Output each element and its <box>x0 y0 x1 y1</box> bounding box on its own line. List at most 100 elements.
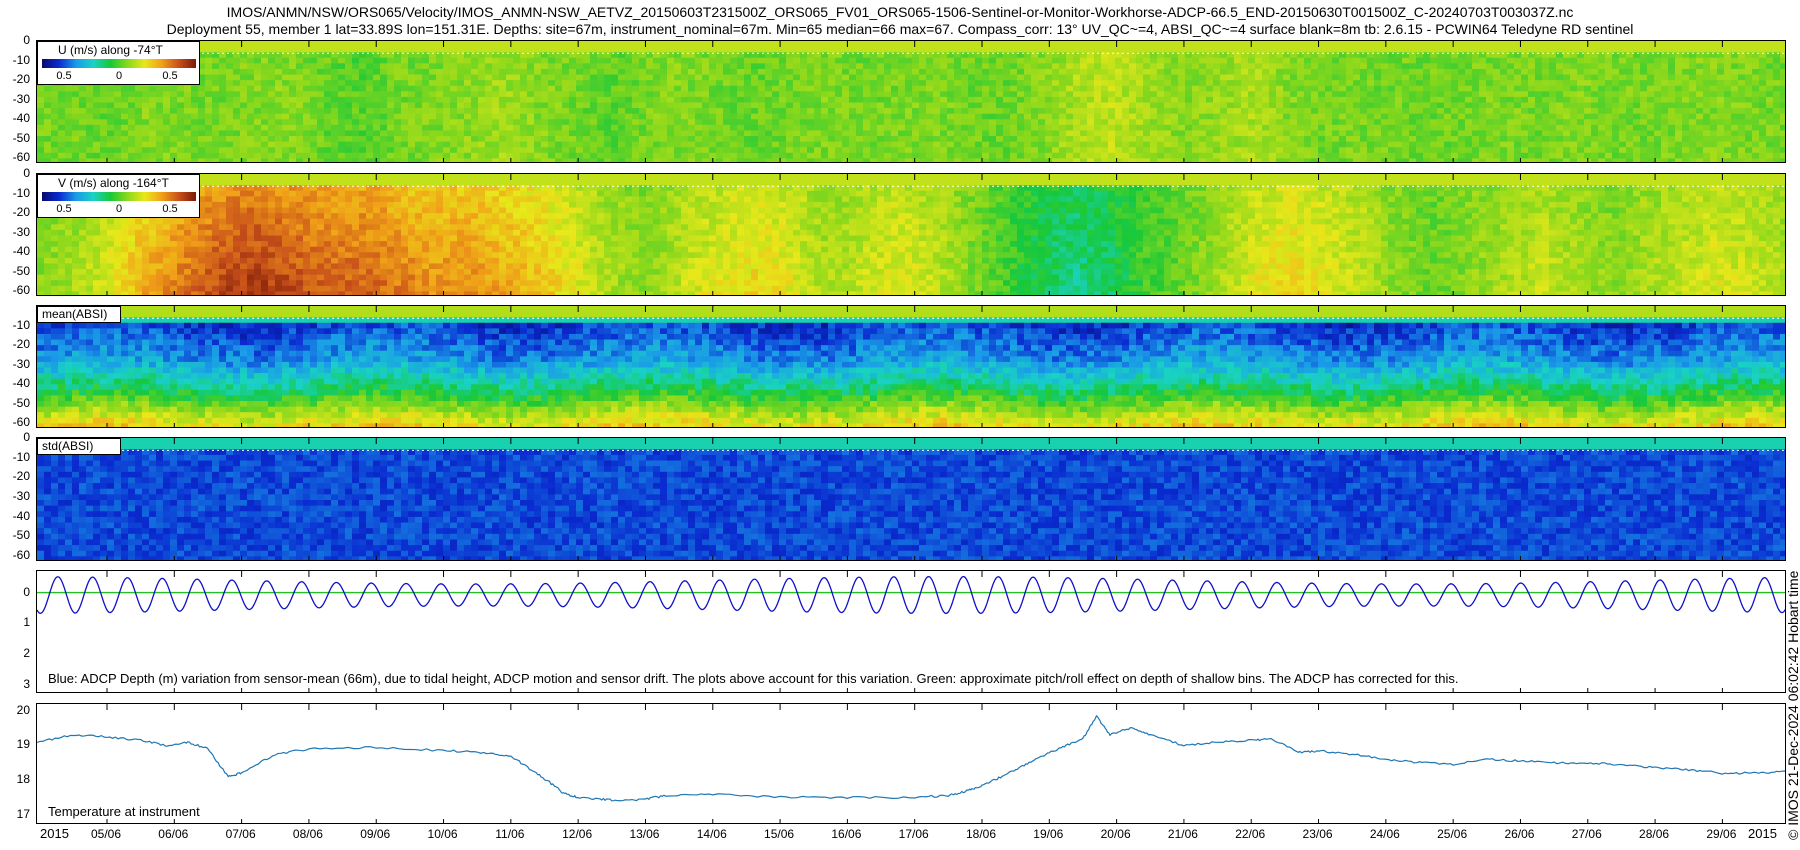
u-heatmap-cell <box>1500 113 1508 120</box>
u-heatmap-cell <box>737 130 745 137</box>
u-heatmap-cell <box>1087 80 1095 87</box>
u-heatmap-cell <box>422 91 430 98</box>
u-heatmap-cell <box>527 52 535 59</box>
u-heatmap-cell <box>1241 102 1249 109</box>
u-heatmap-cell <box>1010 74 1018 81</box>
u-heatmap-cell <box>919 124 927 132</box>
u-heatmap-cell <box>765 80 773 87</box>
u-heatmap-cell <box>1556 68 1564 76</box>
u-heatmap-cell <box>170 102 178 109</box>
u-heatmap-cell <box>618 63 626 70</box>
u-heatmap-cell <box>1101 68 1109 76</box>
u-heatmap-cell <box>205 124 213 132</box>
u-heatmap-cell <box>1598 158 1606 162</box>
u-heatmap-cell <box>597 113 605 120</box>
u-heatmap-cell <box>170 113 178 120</box>
u-heatmap-cell <box>1304 74 1312 81</box>
u-heatmap-cell <box>1556 124 1564 132</box>
u-heatmap-cell <box>1241 108 1249 115</box>
u-heatmap-cell <box>310 52 318 59</box>
u-heatmap-cell <box>464 102 472 109</box>
u-heatmap-cell <box>1542 124 1550 132</box>
u-heatmap-cell <box>884 46 892 53</box>
u-heatmap-cell <box>1549 74 1557 81</box>
u-heatmap-cell <box>261 108 269 115</box>
u-heatmap-cell <box>254 147 262 154</box>
u-heatmap-cell <box>632 80 640 87</box>
u-heatmap-cell <box>422 57 430 64</box>
u-heatmap-cell <box>716 85 724 92</box>
u-heatmap-cell <box>142 113 150 120</box>
u-heatmap-cell <box>1290 124 1298 132</box>
u-heatmap-cell <box>1360 68 1368 76</box>
u-heatmap-cell <box>1332 52 1340 59</box>
u-heatmap-cell <box>597 158 605 162</box>
u-heatmap-cell <box>590 52 598 59</box>
u-heatmap-cell <box>352 52 360 59</box>
u-heatmap-cell <box>548 124 556 132</box>
u-heatmap-cell <box>1339 57 1347 64</box>
u-heatmap-cell <box>226 108 234 115</box>
u-heatmap-cell <box>443 130 451 137</box>
u-heatmap-cell <box>1437 130 1445 137</box>
u-heatmap-cell <box>1360 113 1368 120</box>
u-heatmap-cell <box>1031 113 1039 120</box>
u-heatmap-cell <box>1619 85 1627 92</box>
u-heatmap-cell <box>1346 52 1354 59</box>
u-heatmap-cell <box>492 80 500 87</box>
u-heatmap-cell <box>562 141 570 148</box>
u-heatmap-cell <box>1535 130 1543 137</box>
u-heatmap-cell <box>709 52 717 59</box>
u-heatmap-cell <box>1507 147 1515 154</box>
u-heatmap-cell <box>884 91 892 98</box>
u-heatmap-cell <box>296 152 304 160</box>
u-heatmap-cell <box>1423 41 1431 48</box>
u-heatmap-cell <box>163 141 171 148</box>
u-heatmap-cell <box>1199 108 1207 115</box>
u-heatmap-cell <box>296 52 304 59</box>
u-heatmap-cell <box>618 85 626 92</box>
u-heatmap-cell <box>863 152 871 160</box>
u-heatmap-cell <box>632 108 640 115</box>
u-heatmap-cell <box>261 158 269 162</box>
u-heatmap-cell <box>989 91 997 98</box>
u-heatmap-cell <box>1612 152 1620 160</box>
u-heatmap-cell <box>380 102 388 109</box>
u-heatmap-cell <box>1514 96 1522 104</box>
u-heatmap-cell <box>1136 68 1144 76</box>
u-heatmap-cell <box>296 68 304 76</box>
u-heatmap-cell <box>1150 57 1158 64</box>
u-heatmap-cell <box>898 158 906 162</box>
u-heatmap-cell <box>303 91 311 98</box>
u-heatmap-cell <box>933 124 941 132</box>
u-heatmap-cell <box>1262 91 1270 98</box>
u-heatmap-cell <box>835 63 843 70</box>
u-heatmap-cell <box>1458 158 1466 162</box>
u-heatmap-cell <box>513 147 521 154</box>
u-heatmap-cell <box>1213 46 1221 53</box>
u-heatmap-cell <box>1605 113 1613 120</box>
u-heatmap-cell <box>310 130 318 137</box>
u-heatmap-cell <box>835 119 843 126</box>
u-heatmap-cell <box>1115 141 1123 148</box>
u-heatmap-cell <box>1563 124 1571 132</box>
u-heatmap-cell <box>324 113 332 120</box>
u-heatmap-cell <box>681 152 689 160</box>
u-heatmap-cell <box>744 147 752 154</box>
u-heatmap-cell <box>688 102 696 109</box>
u-heatmap-cell <box>338 152 346 160</box>
u-heatmap-cell <box>702 74 710 81</box>
u-heatmap-cell <box>1241 63 1249 70</box>
u-heatmap-cell <box>968 63 976 70</box>
u-heatmap-cell <box>233 46 241 53</box>
u-heatmap-cell <box>793 136 801 143</box>
u-heatmap-cell <box>1472 85 1480 92</box>
u-heatmap-cell <box>1542 46 1550 53</box>
u-heatmap-cell <box>317 130 325 137</box>
u-heatmap-cell <box>639 136 647 143</box>
u-heatmap-cell <box>1213 74 1221 81</box>
u-heatmap-cell <box>576 102 584 109</box>
u-heatmap-cell <box>1276 141 1284 148</box>
u-heatmap-cell <box>772 85 780 92</box>
u-heatmap-cell <box>1269 136 1277 143</box>
